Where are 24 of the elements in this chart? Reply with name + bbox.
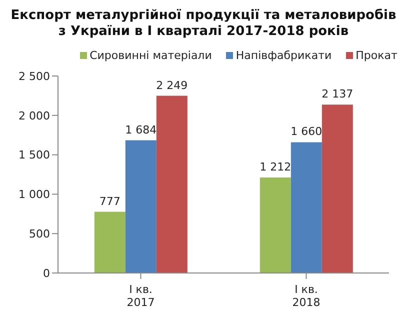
y-tick-label: 500 bbox=[29, 228, 50, 241]
y-tick-label: 1 000 bbox=[18, 188, 50, 202]
y-tick-label: 2 500 bbox=[18, 70, 50, 83]
legend-label: Прокат bbox=[356, 49, 398, 62]
x-tick-label: I кв. 2018 bbox=[292, 283, 320, 309]
bar bbox=[260, 177, 291, 273]
data-label: 2 137 bbox=[322, 88, 354, 101]
data-label: 1 212 bbox=[260, 160, 292, 174]
chart-title: Експорт металургійної продукції та металовиробів з України в I кварталі 2017-2018 років bbox=[10, 8, 398, 40]
legend-label: Сировинні матеріали bbox=[90, 49, 212, 62]
data-label: 1 684 bbox=[125, 123, 157, 136]
y-tick-label: 2 000 bbox=[18, 109, 50, 122]
data-label: 777 bbox=[99, 194, 120, 208]
data-label: 1 660 bbox=[290, 125, 322, 138]
data-label: 2 249 bbox=[156, 78, 188, 92]
bar bbox=[290, 142, 322, 273]
bar bbox=[94, 212, 126, 273]
y-tick-label: 1 500 bbox=[18, 148, 50, 162]
y-tick-label: 0 bbox=[43, 266, 50, 280]
bar bbox=[125, 140, 156, 273]
x-tick-label: I кв. 2017 bbox=[126, 283, 155, 309]
bar bbox=[156, 96, 188, 273]
legend-label: Напівфабрикати bbox=[236, 49, 332, 62]
bar bbox=[322, 104, 353, 273]
